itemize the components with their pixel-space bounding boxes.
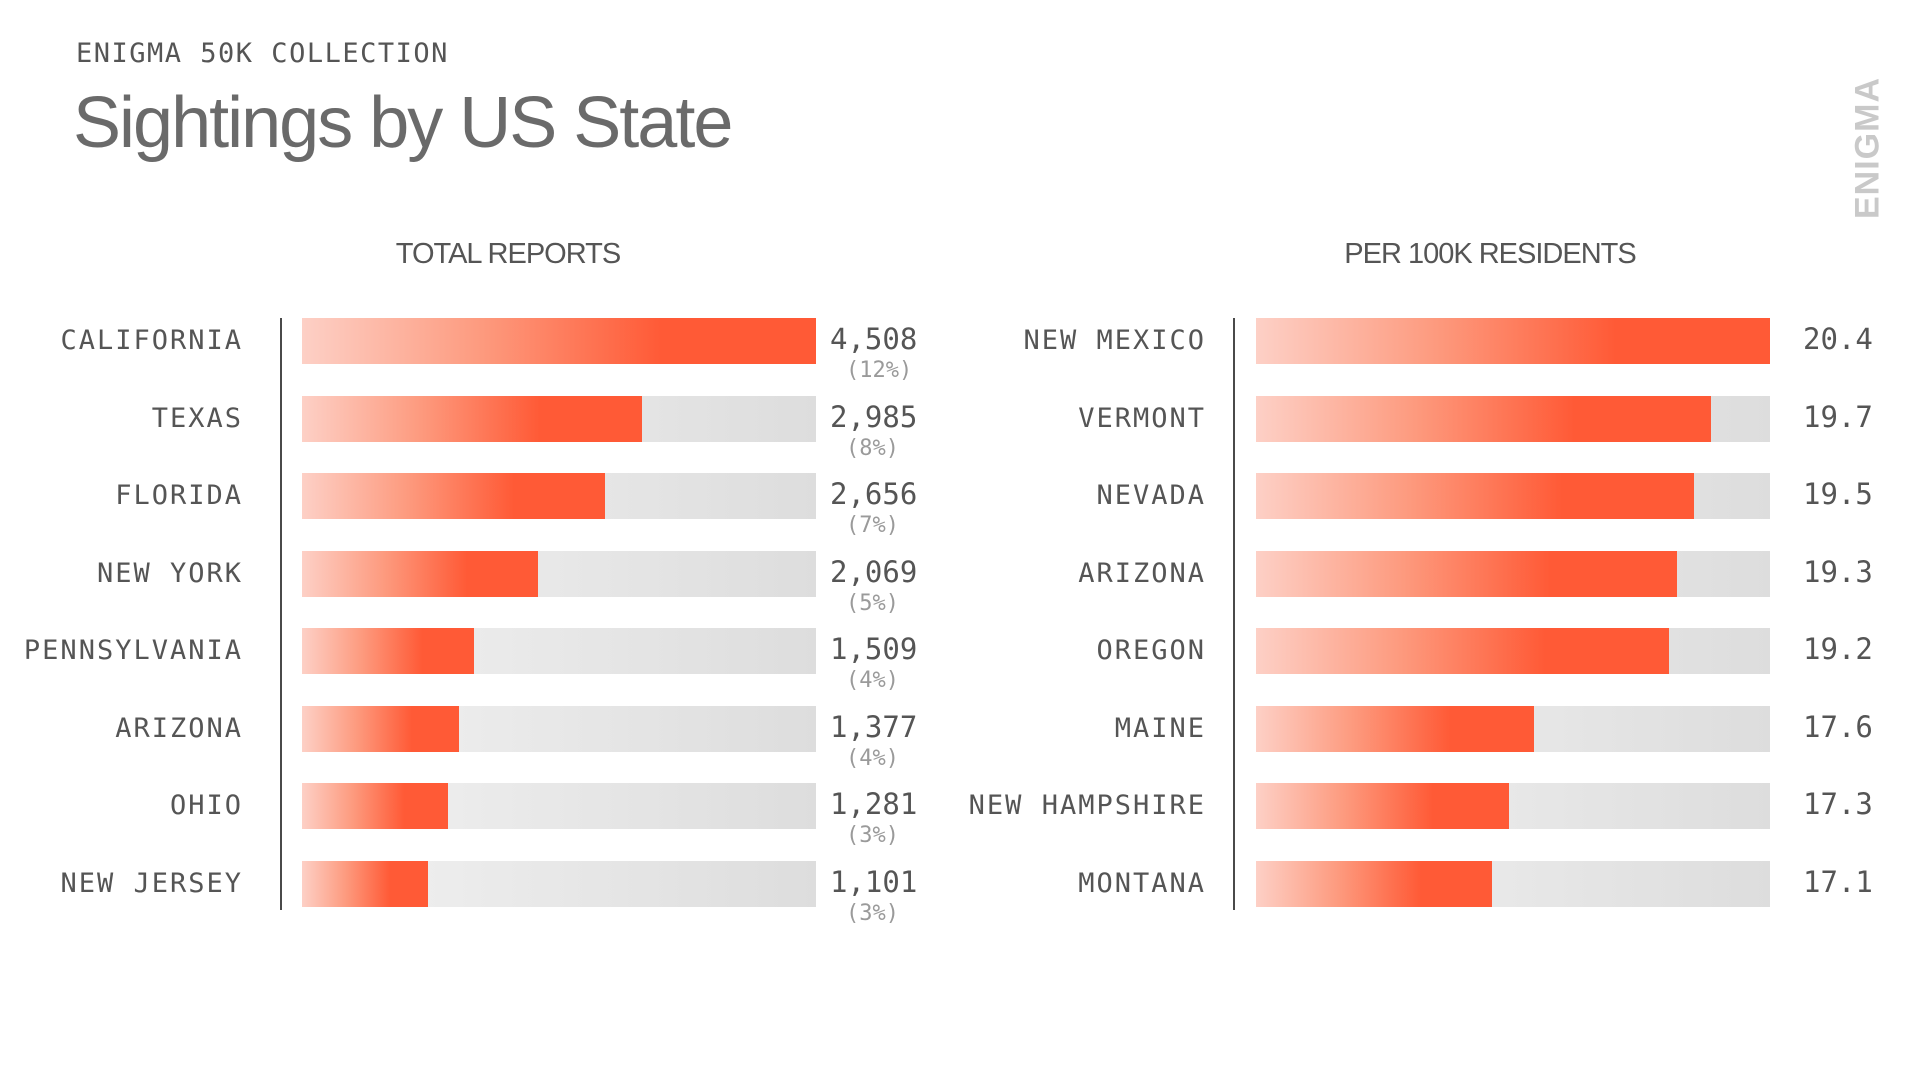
- value-label: 2,069: [830, 554, 918, 589]
- bar: [1256, 628, 1669, 674]
- chart-title-total-reports: TOTAL REPORTS: [395, 238, 621, 270]
- category-label: MAINE: [1114, 712, 1206, 744]
- chart-title-per-100k: PER 100K RESIDENTS: [1344, 238, 1636, 270]
- bar: [1256, 783, 1509, 829]
- bar-row: CALIFORNIA 4,508 (12%): [0, 318, 950, 383]
- category-label: CALIFORNIA: [60, 325, 243, 356]
- share-label: (4%): [846, 668, 899, 693]
- bar-track: [1256, 628, 1770, 674]
- category-label: NEW YORK: [96, 557, 243, 589]
- bar: [302, 318, 816, 364]
- value-label: 19.2: [1803, 632, 1873, 666]
- category-label: PENNSYLVANIA: [23, 635, 243, 666]
- bar: [302, 395, 643, 442]
- chart-per-100k: PER 100K RESIDENTS NEW MEXICO 20.4 VERMONT…: [950, 0, 1920, 1080]
- axis-line-total-reports: [280, 318, 282, 910]
- category-label: NEW MEXICO: [1023, 325, 1206, 356]
- page-title: Sightings by US State: [73, 83, 733, 163]
- bar: [302, 705, 459, 752]
- bar-track: [302, 395, 816, 442]
- value-label: 1,101: [830, 864, 918, 899]
- bar: [1256, 473, 1695, 519]
- bar-row: ARIZONA 19.3: [950, 550, 1920, 597]
- share-label: (8%): [846, 435, 899, 461]
- bar-row: TEXAS 2,985 (8%): [0, 395, 950, 461]
- bar: [302, 860, 428, 907]
- category-label: FLORIDA: [115, 480, 243, 511]
- value-label: 1,281: [830, 787, 918, 821]
- bar-row: ARIZONA 1,377 (4%): [0, 705, 950, 771]
- bar: [302, 550, 538, 597]
- bar-row: VERMONT 19.7: [950, 395, 1920, 442]
- bar-track: [302, 705, 816, 752]
- value-label: 2,985: [830, 399, 918, 434]
- bar-row: FLORIDA 2,656 (7%): [0, 473, 950, 538]
- value-label: 2,656: [830, 477, 918, 511]
- bar-row: OREGON 19.2: [950, 628, 1920, 674]
- axis-line-per-100k: [1233, 318, 1235, 910]
- share-label: (3%): [846, 823, 899, 848]
- bar: [302, 628, 475, 674]
- value-label: 19.5: [1803, 477, 1873, 511]
- value-label: 1,377: [830, 709, 918, 744]
- share-label: (7%): [846, 513, 899, 538]
- chart-total-reports: TOTAL REPORTS CALIFORNIA 4,508 (12%) TEXAS 2…: [0, 0, 950, 1080]
- bar: [1256, 705, 1535, 752]
- bar: [1256, 395, 1712, 442]
- value-label: 17.6: [1803, 709, 1873, 744]
- eyebrow-label: ENIGMA 50K COLLECTION: [76, 38, 449, 69]
- value-label: 1,509: [830, 632, 918, 666]
- value-label: 17.1: [1803, 864, 1873, 899]
- bar-track: [1256, 860, 1770, 907]
- value-label: 19.7: [1803, 399, 1873, 434]
- bar-row: PENNSYLVANIA 1,509 (4%): [0, 628, 950, 693]
- bar-row: MAINE 17.6: [950, 705, 1920, 752]
- share-label: (3%): [846, 900, 899, 926]
- category-label: ARIZONA: [1078, 557, 1206, 589]
- bar-row: OHIO 1,281 (3%): [0, 783, 950, 848]
- category-label: MONTANA: [1078, 867, 1206, 899]
- value-label: 20.4: [1803, 322, 1873, 356]
- bar: [1256, 550, 1678, 597]
- value-label: 17.3: [1803, 787, 1873, 821]
- category-label: VERMONT: [1078, 402, 1206, 434]
- category-label: NEW HAMPSHIRE: [968, 790, 1206, 821]
- bar-row: NEW JERSEY 1,101 (3%): [0, 860, 950, 926]
- bar-track: [302, 473, 816, 519]
- bar-track: [302, 860, 816, 907]
- category-label: OHIO: [169, 790, 243, 821]
- bar-track: [1256, 318, 1770, 364]
- bar-row: NEVADA 19.5: [950, 473, 1920, 519]
- share-label: (12%): [846, 358, 913, 383]
- bar-track: [1256, 550, 1770, 597]
- value-label: 19.3: [1803, 554, 1873, 589]
- bar-track: [302, 783, 816, 829]
- bar-track: [302, 318, 816, 364]
- share-label: (4%): [846, 745, 899, 771]
- bar-row: MONTANA 17.1: [950, 860, 1920, 907]
- bar: [1256, 860, 1492, 907]
- category-label: OREGON: [1096, 635, 1206, 666]
- bar-row: NEW YORK 2,069 (5%): [0, 550, 950, 616]
- bar-track: [1256, 705, 1770, 752]
- bar-row: NEW MEXICO 20.4: [950, 318, 1920, 364]
- bar: [302, 783, 449, 829]
- bar: [302, 473, 605, 519]
- bar-row: NEW HAMPSHIRE 17.3: [950, 783, 1920, 829]
- bar-track: [1256, 473, 1770, 519]
- bar-track: [302, 628, 816, 674]
- bar: [1256, 318, 1770, 364]
- bar-track: [1256, 783, 1770, 829]
- category-label: ARIZONA: [115, 712, 243, 744]
- share-label: (5%): [846, 590, 899, 616]
- bar-track: [1256, 395, 1770, 442]
- category-label: TEXAS: [151, 402, 243, 434]
- category-label: NEVADA: [1096, 480, 1206, 511]
- bar-track: [302, 550, 816, 597]
- value-label: 4,508: [830, 322, 918, 356]
- category-label: NEW JERSEY: [60, 867, 243, 899]
